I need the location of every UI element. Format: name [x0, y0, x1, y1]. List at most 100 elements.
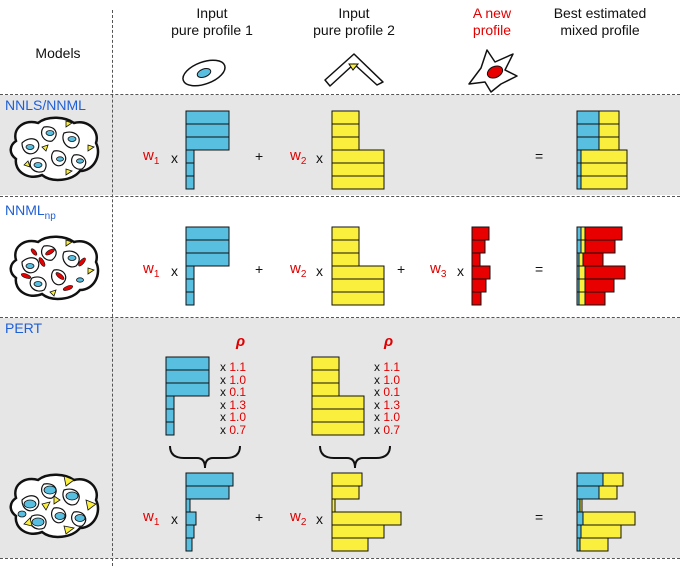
mixed-row3-bar-5-2 [580, 524, 622, 539]
profile3-row2-bar-3 [471, 252, 481, 267]
profile2-row2-bar-1 [331, 226, 360, 241]
profile2-pert-bar-5 [311, 408, 365, 423]
mixed-row2-bar-3-3 [582, 252, 604, 267]
mixed-row3-bar-5-1 [576, 524, 582, 539]
profile2-perturbed-bar-3 [331, 498, 336, 513]
times-row1-p2: x [316, 150, 323, 166]
new-cell-icon [468, 49, 518, 93]
profile2-pert-bar-2 [311, 369, 340, 384]
profile2-row2-bar-2 [331, 239, 360, 254]
profile1-row2-bar-1 [185, 226, 230, 241]
mixed-row1-bar-6-1 [576, 175, 582, 190]
profile1-row1-bar-3 [185, 136, 230, 151]
header-input2: Input pure profile 2 [313, 5, 395, 38]
mixed-row2-bar-5-3 [584, 278, 615, 293]
mixed-row2-bar-2-3 [584, 239, 616, 254]
weight-w2-row2: w2 [290, 260, 307, 280]
profile3-row2-bar-5 [471, 278, 487, 293]
profile3-row2-bar-6 [471, 291, 482, 306]
mixed-row3-bar-4-2 [582, 511, 636, 526]
profile2-pert-bar-3 [311, 382, 340, 397]
rho-label-1: ρ [236, 333, 246, 350]
mixed-row3-bar-2-1 [576, 485, 600, 500]
mixed-row2-bar-3-2 [578, 252, 584, 267]
profile1-pert-bar-2 [165, 369, 210, 384]
rho-label-2: ρ [384, 333, 394, 350]
times-row2-p2: x [316, 263, 323, 279]
profile3-row2-bar-1 [471, 226, 490, 241]
mixed-row1-bar-3-2 [598, 136, 620, 151]
mixed-row1-bar-5-2 [580, 162, 628, 177]
equals-row1: = [535, 148, 544, 164]
factor-1-2: x 1.0 [220, 372, 247, 387]
profile3-row2-bar-4 [471, 265, 491, 280]
separator-nnls [0, 196, 680, 197]
mixed-row3-bar-1-2 [602, 472, 624, 487]
mixed-row2-bar-4-3 [584, 265, 626, 280]
header-models: Models [35, 45, 81, 61]
mixed-row1-bar-4-2 [580, 149, 628, 164]
profile1-row2-bar-2 [185, 239, 230, 254]
mixed-row3-bar-2-2 [598, 485, 618, 500]
factor-1-6: x 0.7 [220, 422, 247, 437]
header-input1: Input pure profile 1 [171, 5, 253, 38]
profile2-perturbed-bar-4 [331, 511, 402, 526]
mixed-row3-bar-1-1 [576, 472, 604, 487]
profile1-row2-bar-4 [185, 265, 195, 280]
tissue-mixture-icon-3 [9, 473, 100, 539]
profile2-row1-bar-6 [331, 175, 385, 190]
profile1-row1-bar-6 [185, 175, 195, 190]
mixed-row2-bar-2-1 [576, 239, 582, 254]
mixed-row2-bar-6-3 [584, 291, 606, 306]
factor-2-2: x 1.0 [374, 372, 401, 387]
profile2-row2-bar-3 [331, 252, 360, 267]
profile1-row2-bar-5 [185, 278, 195, 293]
brace-1 [169, 445, 241, 469]
profile1-perturbed-bar-6 [185, 537, 193, 552]
factor-1-5: x 1.0 [220, 410, 247, 425]
profile2-pert-bar-4 [311, 395, 365, 410]
factor-1-1: x 1.1 [220, 360, 247, 374]
mixed-row2-bar-6-2 [578, 291, 586, 306]
profile2-perturbed-bar-1 [331, 472, 363, 487]
profile1-pert-bar-3 [165, 382, 210, 397]
mixed-row2-bar-5-2 [578, 278, 586, 293]
factor-list-1: x 1.1 x 1.0 x 0.1 x 1.3 x 1.0 x 0.7 [220, 361, 246, 437]
profile2-row1-bar-3 [331, 136, 360, 151]
profile1-pert-bar-5 [165, 408, 175, 423]
profile2-row1-bar-4 [331, 149, 385, 164]
profile2-row1-bar-5 [331, 162, 385, 177]
factor-list-2: x 1.1 x 1.0 x 0.1 x 1.3 x 1.0 x 0.7 [374, 361, 400, 437]
times-row1-p1: x [171, 150, 178, 166]
factor-1-3: x 0.1 [220, 385, 247, 400]
mixed-row2-bar-1-1 [576, 226, 582, 241]
mixed-row2-bar-1-2 [580, 226, 586, 241]
separator-top [0, 94, 680, 95]
mixed-row2-bar-4-2 [578, 265, 586, 280]
factor-2-4: x 1.3 [374, 397, 401, 412]
factor-2-1: x 1.1 [374, 360, 401, 374]
factor-2-3: x 0.1 [374, 385, 401, 400]
weight-w1-row3: w1 [143, 508, 160, 528]
plus-row2-a: + [255, 261, 264, 277]
weight-w2-row3: w2 [290, 508, 307, 528]
model-label-nnml-main: NNML [5, 202, 45, 218]
mixed-row3-bar-3-2 [579, 498, 583, 513]
equals-row2: = [535, 261, 544, 277]
mixed-row2-bar-1-3 [584, 226, 623, 241]
model-label-pert: PERT [5, 320, 43, 336]
profile1-row1-bar-2 [185, 123, 230, 138]
times-row2-p3: x [457, 263, 464, 279]
brace-2 [319, 445, 391, 469]
profile1-row1-bar-1 [185, 110, 230, 125]
profile1-perturbed-bar-2 [185, 485, 230, 500]
profile2-pert-bar-1 [311, 356, 340, 371]
equals-row3: = [535, 509, 544, 525]
mixed-row1-bar-6-2 [580, 175, 628, 190]
profile1-row2-bar-3 [185, 252, 230, 267]
mixed-row1-bar-1-1 [576, 110, 600, 125]
profile2-row1-bar-2 [331, 123, 360, 138]
profile1-perturbed-bar-1 [185, 472, 234, 487]
profile2-perturbed-bar-5 [331, 524, 385, 539]
profile1-row2-bar-6 [185, 291, 195, 306]
